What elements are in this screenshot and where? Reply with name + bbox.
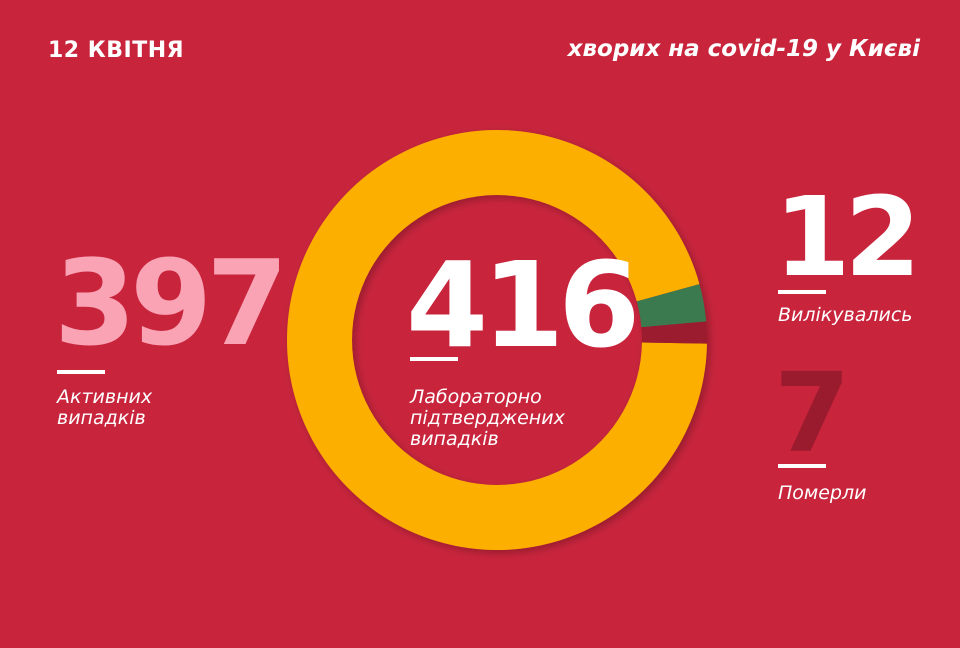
active-label-line2: випадків [57,407,146,429]
active-label: Активних випадків [57,387,152,429]
deceased-label: Померли [778,482,867,504]
deceased-value: 7 [774,349,851,477]
slice-deceased [641,321,707,344]
total-label-line1: Лабораторно [410,386,542,408]
date-label: 12 КВІТНЯ [48,38,185,63]
total-value: 416 [406,236,640,374]
total-label-line3: випадків [410,428,499,450]
deceased-divider [778,464,826,468]
recovered-label: Вилікувались [778,304,913,326]
slice-recovered [636,284,707,328]
active-divider [57,370,105,374]
slice-active [287,129,707,550]
chart-title: хворих на covid-19 у Києві [567,36,920,62]
total-label: Лабораторно підтверджених випадків [410,387,565,450]
total-divider [410,357,458,361]
total-label-line2: підтверджених [410,407,565,429]
active-value: 397 [54,234,288,372]
active-label-line1: Активних [57,386,153,408]
recovered-value: 12 [774,173,921,301]
recovered-divider [778,290,826,294]
